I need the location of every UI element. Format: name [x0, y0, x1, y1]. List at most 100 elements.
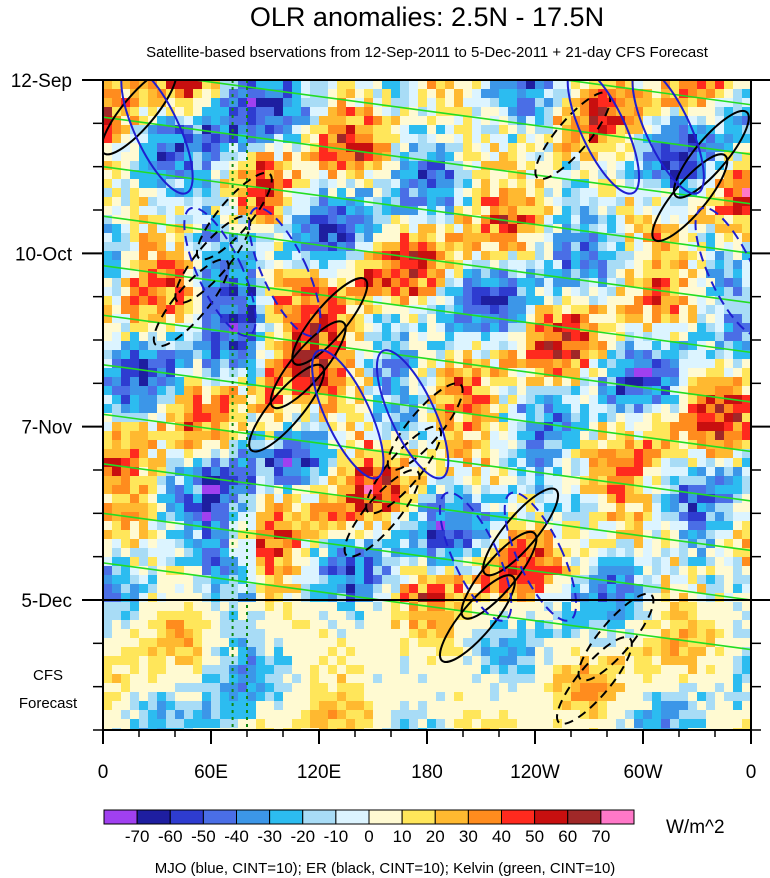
heatmap-cell	[607, 692, 617, 702]
heatmap-cell	[571, 548, 581, 558]
heatmap-cell	[238, 278, 248, 288]
heatmap-cell	[724, 314, 734, 324]
heatmap-cell	[274, 206, 284, 216]
heatmap-cell	[454, 350, 464, 360]
heatmap-cell	[499, 152, 509, 162]
heatmap-cell	[274, 386, 284, 396]
heatmap-cell	[121, 134, 131, 144]
heatmap-cell	[616, 260, 626, 270]
heatmap-cell	[337, 125, 347, 135]
heatmap-cell	[211, 80, 221, 90]
heatmap-cell	[130, 359, 140, 369]
heatmap-cell	[211, 674, 221, 684]
heatmap-cell	[580, 350, 590, 360]
heatmap-cell	[688, 278, 698, 288]
heatmap-cell	[193, 242, 203, 252]
heatmap-cell	[283, 206, 293, 216]
heatmap-cell	[517, 449, 527, 459]
heatmap-cell	[580, 125, 590, 135]
heatmap-cell	[661, 476, 671, 486]
heatmap-cell	[427, 485, 437, 495]
heatmap-cell	[670, 143, 680, 153]
heatmap-cell	[706, 692, 716, 702]
heatmap-cell	[454, 260, 464, 270]
heatmap-cell	[625, 620, 635, 630]
chart-title: OLR anomalies: 2.5N - 17.5N	[250, 2, 604, 32]
heatmap-cell	[319, 89, 329, 99]
heatmap-cell	[472, 674, 482, 684]
heatmap-cell	[382, 161, 392, 171]
heatmap-cell	[616, 251, 626, 261]
heatmap-cell	[337, 80, 347, 90]
heatmap-cell	[382, 602, 392, 612]
heatmap-cell	[706, 197, 716, 207]
heatmap-cell	[400, 503, 410, 513]
heatmap-cell	[130, 152, 140, 162]
heatmap-cell	[355, 458, 365, 468]
heatmap-cell	[589, 179, 599, 189]
heatmap-cell	[319, 260, 329, 270]
heatmap-cell	[661, 530, 671, 540]
heatmap-cell	[157, 332, 167, 342]
heatmap-cell	[166, 179, 176, 189]
heatmap-cell	[418, 197, 428, 207]
heatmap-cell	[580, 89, 590, 99]
heatmap-cell	[346, 431, 356, 441]
heatmap-cell	[436, 539, 446, 549]
heatmap-cell	[634, 359, 644, 369]
heatmap-cell	[490, 449, 500, 459]
heatmap-cell	[661, 251, 671, 261]
heatmap-cell	[535, 233, 545, 243]
heatmap-cell	[535, 584, 545, 594]
heatmap-cell	[238, 458, 248, 468]
heatmap-cell	[301, 377, 311, 387]
heatmap-cell	[526, 296, 536, 306]
heatmap-cell	[238, 116, 248, 126]
heatmap-cell	[247, 683, 257, 693]
heatmap-cell	[517, 359, 527, 369]
heatmap-cell	[652, 323, 662, 333]
heatmap-cell	[436, 323, 446, 333]
heatmap-cell	[319, 566, 329, 576]
heatmap-cell	[463, 80, 473, 90]
heatmap-cell	[130, 557, 140, 567]
heatmap-cell	[724, 638, 734, 648]
heatmap-cell	[211, 179, 221, 189]
heatmap-cell	[517, 233, 527, 243]
heatmap-cell	[130, 404, 140, 414]
heatmap-cell	[247, 494, 257, 504]
heatmap-cell	[472, 620, 482, 630]
heatmap-cell	[526, 215, 536, 225]
heatmap-cell	[229, 350, 239, 360]
heatmap-cell	[679, 674, 689, 684]
heatmap-cell	[418, 269, 428, 279]
heatmap-cell	[508, 188, 518, 198]
heatmap-cell	[499, 332, 509, 342]
heatmap-cell	[121, 287, 131, 297]
heatmap-cell	[112, 197, 122, 207]
heatmap-cell	[643, 215, 653, 225]
heatmap-cell	[337, 413, 347, 423]
heatmap-cell	[112, 701, 122, 711]
heatmap-cell	[670, 620, 680, 630]
heatmap-cell	[715, 125, 725, 135]
heatmap-cell	[283, 485, 293, 495]
heatmap-cell	[418, 647, 428, 657]
heatmap-cell	[454, 179, 464, 189]
heatmap-cell	[445, 683, 455, 693]
heatmap-cell	[499, 539, 509, 549]
heatmap-cell	[319, 638, 329, 648]
heatmap-cell	[211, 530, 221, 540]
heatmap-cell	[121, 674, 131, 684]
heatmap-cell	[589, 449, 599, 459]
heatmap-cell	[616, 305, 626, 315]
heatmap-cell	[472, 566, 482, 576]
heatmap-cell	[679, 80, 689, 90]
heatmap-cell	[688, 395, 698, 405]
heatmap-cell	[724, 485, 734, 495]
heatmap-cell	[661, 521, 671, 531]
heatmap-cell	[364, 89, 374, 99]
heatmap-cell	[706, 395, 716, 405]
heatmap-cell	[670, 674, 680, 684]
heatmap-cell	[571, 656, 581, 666]
